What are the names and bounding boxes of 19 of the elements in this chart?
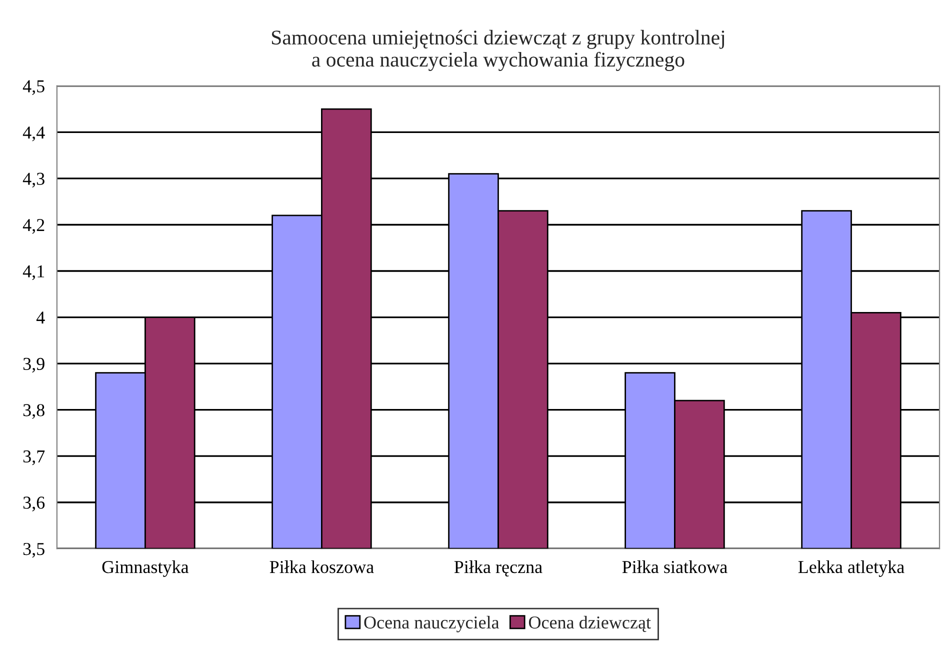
x-tick-label: Piłka koszowa	[270, 560, 374, 574]
y-tick-label: 3,5	[23, 542, 44, 558]
y-tick-label: 3,7	[23, 450, 45, 466]
y-tick-label: 4,1	[22, 265, 44, 280]
y-tick-label: 3,6	[23, 496, 45, 512]
y-tick-label: 4,4	[22, 126, 45, 142]
y-tick-label: 3,9	[23, 358, 44, 373]
y-tick-label: 4,5	[22, 80, 44, 95]
chart-title: Samoocena umiejętności dziewcząt z grupy kontrolnej a ocena nauczyciela wychowania fizycznego	[272, 30, 724, 71]
legend-label: Ocena nauczyciela	[364, 616, 500, 632]
y-tick-label: 4,3	[22, 172, 44, 188]
y-tick-label: 4,2	[22, 219, 44, 234]
x-tick-label: Piłka ręczna	[454, 560, 542, 577]
y-tick-label: 3,8	[23, 404, 44, 419]
x-tick-label: Lekka atletyka	[798, 560, 904, 577]
x-tick-label: Gimnastyka	[102, 560, 189, 577]
legend-label: Ocena dziewcząt	[528, 616, 651, 632]
x-tick-label: Piłka siatkowa	[622, 560, 728, 574]
y-tick-label: 4	[36, 312, 45, 324]
